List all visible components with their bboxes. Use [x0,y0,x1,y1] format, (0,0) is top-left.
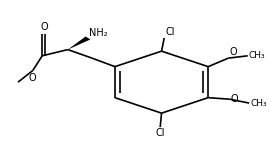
Text: O: O [231,94,238,104]
Text: O: O [29,73,37,83]
Text: O: O [229,47,237,57]
Polygon shape [68,37,91,50]
Text: Cl: Cl [166,27,175,37]
Text: CH₃: CH₃ [250,99,267,108]
Text: O: O [40,22,48,32]
Text: Cl: Cl [156,128,165,138]
Text: NH₂: NH₂ [89,27,108,38]
Text: CH₃: CH₃ [249,51,266,60]
